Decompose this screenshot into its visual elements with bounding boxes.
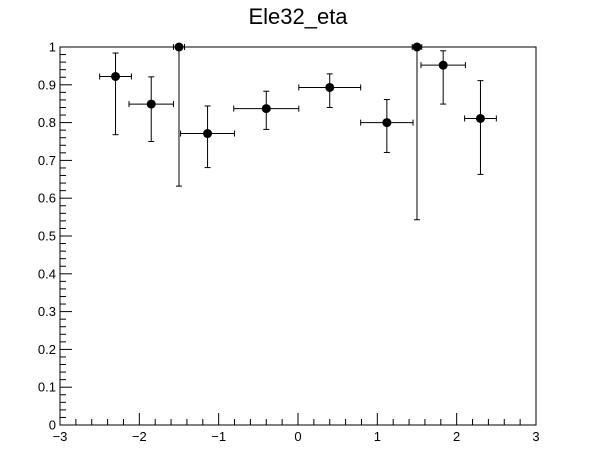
y-tick-label: 0.8	[38, 115, 56, 130]
chart-title: Ele32_eta	[248, 4, 348, 29]
x-tick-label: −2	[132, 429, 147, 444]
y-tick-label: 1	[49, 40, 56, 55]
data-point	[146, 99, 156, 109]
data-point	[261, 104, 271, 114]
x-tick-label: 2	[453, 429, 460, 444]
y-tick-label: 0.3	[38, 304, 56, 319]
x-tick-label: 0	[294, 429, 301, 444]
x-tick-label: −3	[53, 429, 68, 444]
x-tick-label: 3	[532, 429, 539, 444]
y-tick-label: 0.7	[38, 153, 56, 168]
y-tick-label: 0.6	[38, 191, 56, 206]
data-point	[412, 42, 422, 52]
data-point	[203, 129, 213, 139]
data-point	[475, 113, 485, 123]
y-tick-label: 0.5	[38, 229, 56, 244]
data-point	[438, 60, 448, 70]
data-point	[111, 71, 121, 81]
x-tick-label: 1	[374, 429, 381, 444]
data-point	[174, 42, 184, 52]
data-point	[325, 82, 335, 92]
y-tick-label: 0.4	[38, 266, 56, 281]
y-tick-label: 0.1	[38, 380, 56, 395]
data-point	[382, 118, 392, 128]
y-tick-label: 0.2	[38, 342, 56, 357]
y-tick-label: 0	[49, 418, 56, 433]
x-tick-label: −1	[211, 429, 226, 444]
y-tick-label: 0.9	[38, 77, 56, 92]
